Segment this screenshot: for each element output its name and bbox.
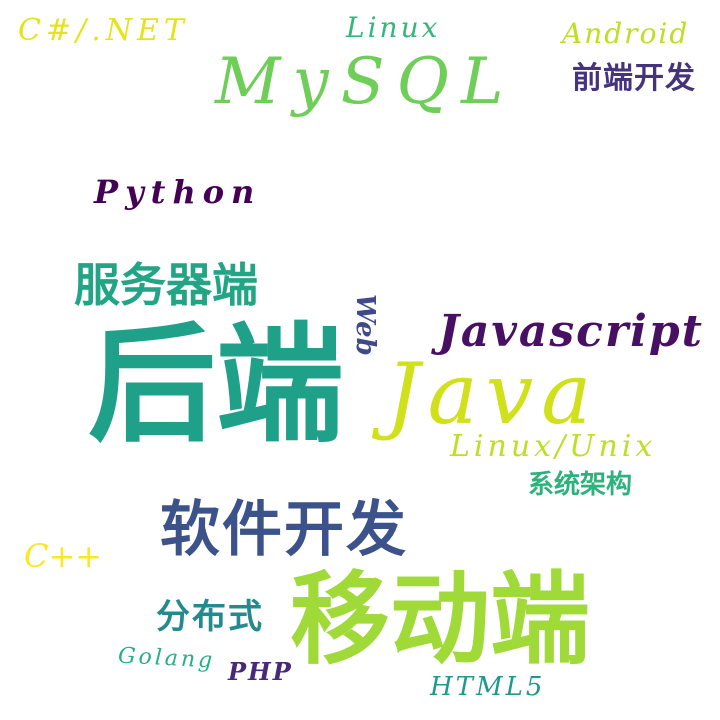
- word-web: Web: [350, 294, 380, 356]
- word-csharp: C#/.NET: [18, 13, 189, 48]
- word-sysarch: 系统架构: [528, 470, 633, 500]
- word-php: PHP: [228, 657, 293, 686]
- word-software: 软件开发: [160, 495, 408, 565]
- word-linux: Linux: [346, 11, 441, 44]
- word-linuxunix: Linux/Unix: [450, 429, 657, 464]
- word-backend: 后端: [88, 311, 345, 460]
- word-java: Java: [386, 345, 600, 443]
- word-distributed: 分布式: [156, 597, 264, 637]
- word-javascript: Javascript: [438, 306, 704, 357]
- word-server: 服务器端: [74, 258, 258, 312]
- word-golang: Golang: [117, 643, 216, 674]
- word-html5: HTML5: [430, 672, 546, 702]
- word-mysql: MySQL: [215, 45, 516, 119]
- word-frontend: 前端开发: [572, 61, 696, 96]
- word-mobile: 移动端: [290, 561, 590, 678]
- word-python: Python: [94, 173, 262, 211]
- word-cpp: C++: [24, 537, 103, 575]
- word-android: Android: [562, 17, 690, 50]
